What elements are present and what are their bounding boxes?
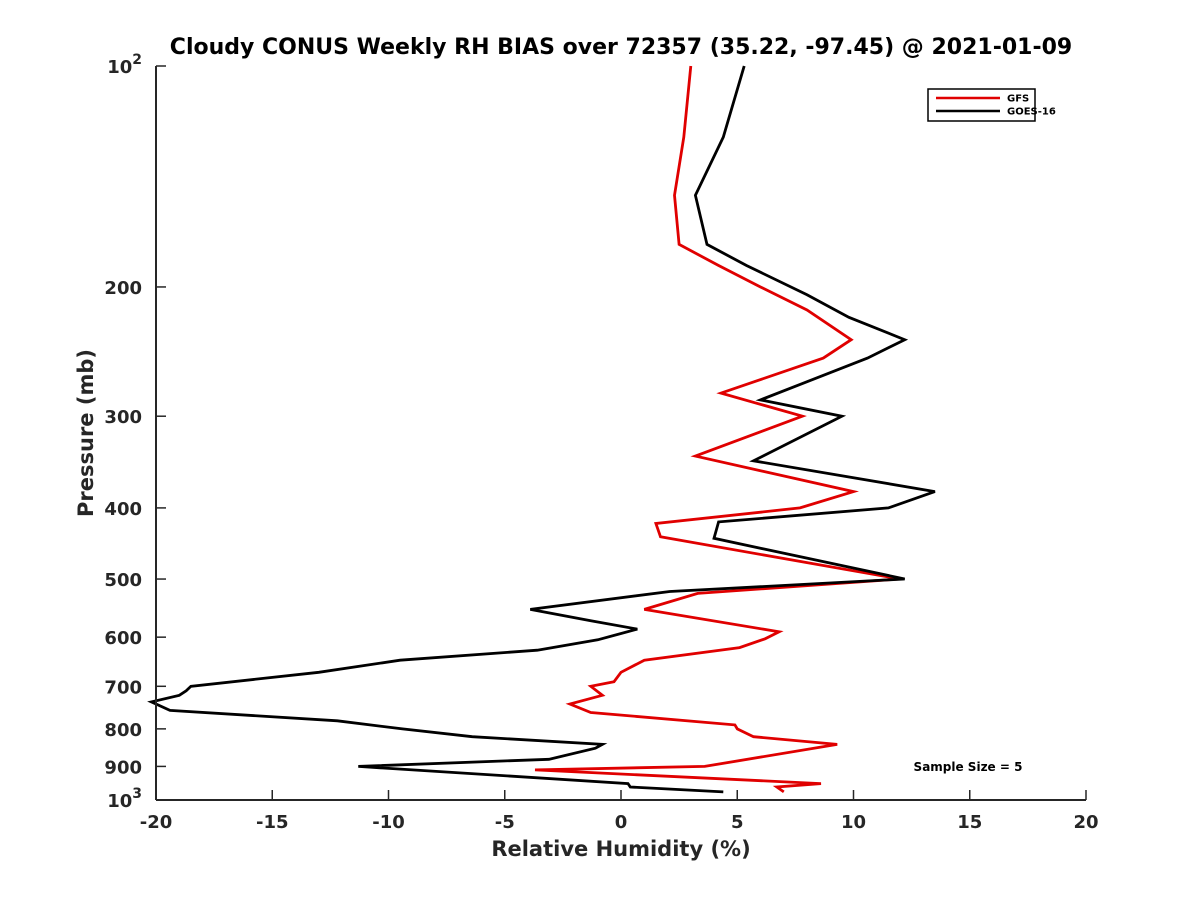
x-tick-label: -10 <box>372 812 405 833</box>
y-tick-label: 500 <box>104 570 142 591</box>
x-tick-label: 10 <box>841 812 866 833</box>
series-layer <box>147 65 936 794</box>
y-tick-label: 900 <box>104 757 142 778</box>
x-axis-label: Relative Humidity (%) <box>491 837 750 861</box>
x-tick-label: -15 <box>256 812 289 833</box>
y-tick-label: 102 <box>107 52 142 78</box>
chart-title: Cloudy CONUS Weekly RH BIAS over 72357 (… <box>170 35 1072 60</box>
legend-box <box>927 88 1036 122</box>
x-tick-label: 0 <box>615 812 628 833</box>
y-tick-label: 600 <box>104 628 142 649</box>
x-tick-label: -5 <box>495 812 515 833</box>
y-tick-label: 700 <box>104 677 142 698</box>
y-tick-label: 200 <box>104 278 142 299</box>
x-axis-ticks: -20 -15 -10 -5 0 5 10 15 20 <box>140 790 1099 833</box>
x-tick-label: 20 <box>1073 812 1098 833</box>
plot-area <box>147 65 1086 801</box>
series-line-goes16 <box>147 65 936 794</box>
y-axis-ticks: 102 200 300 400 500 600 700 800 900 103 <box>104 52 166 812</box>
x-tick-label: 5 <box>731 812 744 833</box>
legend-label-goes16: GOES-16 <box>1007 107 1056 118</box>
y-tick-label: 103 <box>107 786 142 812</box>
y-axis-label: Pressure (mb) <box>74 349 98 517</box>
y-tick-label: 800 <box>104 720 142 741</box>
x-tick-label: 15 <box>957 812 982 833</box>
series-line-gfs <box>534 65 901 794</box>
x-tick-label: -20 <box>140 812 173 833</box>
legend: GFS GOES-16 <box>927 88 1056 122</box>
legend-label-gfs: GFS <box>1007 94 1029 105</box>
sample-size-annotation: Sample Size = 5 <box>914 760 1023 774</box>
y-tick-label: 400 <box>104 499 142 520</box>
y-tick-label: 300 <box>104 407 142 428</box>
